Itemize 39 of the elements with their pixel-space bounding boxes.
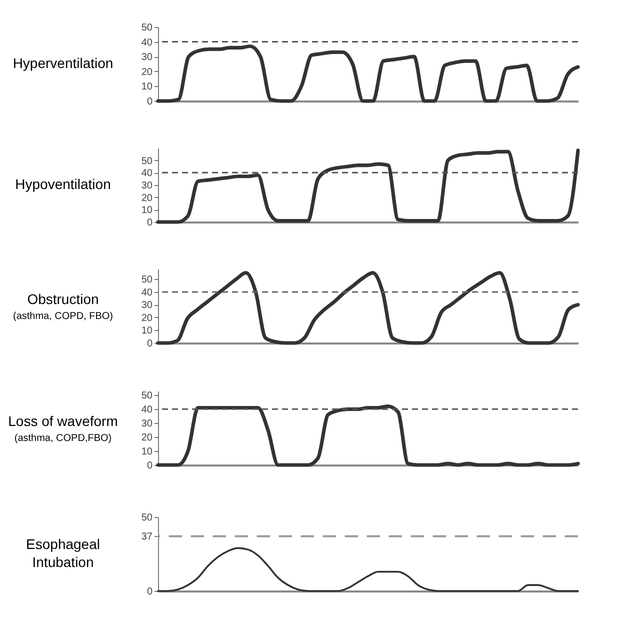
line-series: [156, 271, 580, 345]
y-tick-label: 50: [141, 156, 153, 167]
y-tick-label: 30: [141, 418, 153, 430]
line-series: [156, 44, 580, 103]
text: (asthma, COPD, FBO): [12, 311, 114, 322]
y-tick-label: 40: [141, 404, 153, 416]
y-tick-label: 0: [146, 96, 153, 108]
y-tick-label: 40: [141, 37, 153, 48]
y-tick-label: 20: [141, 192, 153, 204]
line-series: [156, 148, 580, 224]
y-tick-label: 20: [141, 432, 153, 444]
text: (asthma, COPD,FBO): [14, 433, 112, 444]
y-tick-label: 50: [141, 390, 153, 402]
y-tick-label: 20: [141, 312, 153, 324]
y-tick-label: 0: [146, 586, 153, 598]
y-tick-label: 50: [141, 512, 153, 524]
y-tick-label: 40: [141, 168, 153, 180]
y-tick-label: 10: [141, 82, 153, 93]
y-tick-label: 10: [141, 446, 153, 458]
y-tick-label: 10: [141, 326, 153, 337]
text: Loss of waveform: [8, 413, 118, 429]
y-tick-label: 30: [141, 52, 153, 64]
text: Hyperventilation: [12, 55, 114, 71]
y-tick-label: 50: [141, 274, 153, 286]
text: Hypoventilation: [15, 176, 111, 192]
y-tick-label: 30: [141, 180, 153, 192]
line-series: [157, 547, 579, 592]
y-tick-label: 0: [146, 460, 153, 472]
y-tick-label: 0: [146, 338, 153, 350]
y-tick-label: 40: [141, 287, 153, 298]
y-tick-label: 20: [141, 66, 153, 78]
text: Esophageal Intubation: [26, 536, 100, 570]
y-tick-label: 30: [141, 300, 153, 312]
y-tick-label: 0: [146, 218, 153, 228]
y-tick-label: 37: [141, 532, 153, 543]
text: Obstruction: [27, 291, 99, 307]
y-tick-label: 10: [141, 205, 153, 216]
line-series: [156, 404, 580, 467]
y-tick-label: 50: [141, 22, 153, 34]
